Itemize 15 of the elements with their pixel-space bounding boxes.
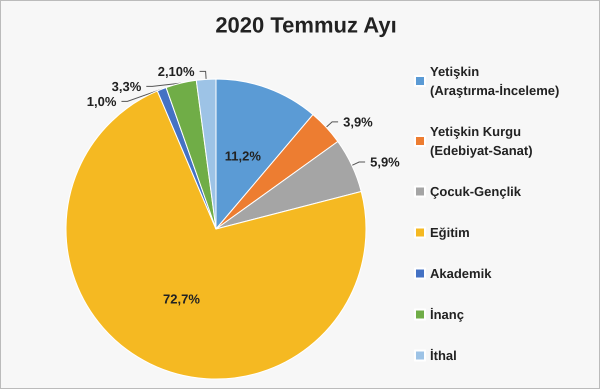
legend-label: İthal xyxy=(430,348,457,363)
data-label: 3,3% xyxy=(112,78,142,94)
data-label: 2,10% xyxy=(158,64,196,79)
data-label: 3,9% xyxy=(343,114,374,130)
legend-label: Yetişkin (Araştırma-İnceleme) xyxy=(430,64,560,98)
chart-title: 2020 Temmuz Ayı xyxy=(215,12,397,38)
legend-label: İnanç xyxy=(430,307,464,322)
data-label: 1,0% xyxy=(86,94,117,109)
legend-label: Yetişkin Kurgu (Edebiyat-Sanat) xyxy=(430,124,533,158)
legend-label: Eğitim xyxy=(430,225,470,240)
data-label: 5,9% xyxy=(370,154,400,170)
data-label: 11,2% xyxy=(224,148,262,164)
legend-label: Çocuk-Gençlik xyxy=(430,184,522,199)
legend-label: Akademik xyxy=(430,266,492,281)
data-label: 72,7% xyxy=(163,291,200,306)
